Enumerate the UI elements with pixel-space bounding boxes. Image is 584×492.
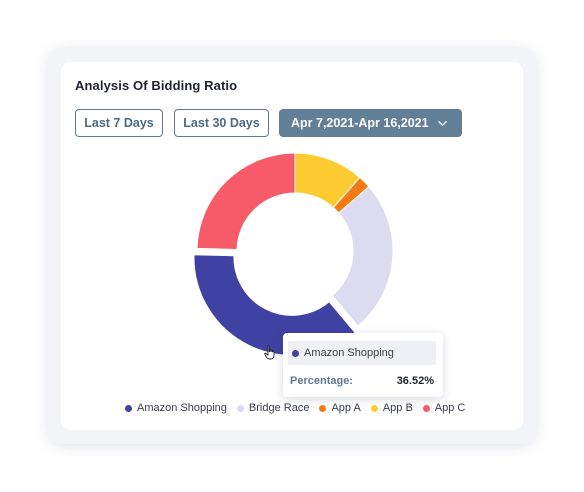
legend-dot [422, 404, 430, 412]
legend-dot [125, 404, 132, 412]
legend-label: App B [382, 402, 413, 414]
date-range-dropdown[interactable]: Apr 7,2021-Apr 16,2021 [279, 109, 462, 137]
legend-label: Amazon Shopping [137, 402, 227, 414]
legend-label: Bridge Race [248, 402, 310, 414]
legend-item-app-c[interactable]: App C [422, 402, 466, 414]
last-30-days-button[interactable]: Last 30 Days [174, 109, 269, 137]
donut-slice-bridge-race[interactable] [331, 185, 394, 327]
last-30-days-label: Last 30 Days [183, 116, 260, 130]
legend-item-bridge-race[interactable]: Bridge Race [236, 402, 310, 414]
legend-item-amazon-shopping[interactable]: Amazon Shopping [125, 402, 227, 414]
legend-dot [236, 404, 244, 412]
legend-label: App A [331, 402, 361, 414]
chart-card: Analysis Of Bidding Ratio Last 7 Days La… [61, 62, 523, 430]
tooltip-series-name: Amazon Shopping [304, 347, 394, 359]
last-7-days-label: Last 7 Days [84, 116, 154, 130]
chart-tooltip: Amazon Shopping Percentage: 36.52% [283, 333, 443, 397]
legend-label: App C [434, 402, 466, 414]
donut-chart [193, 152, 394, 356]
donut-slice-app-c[interactable] [196, 152, 296, 250]
date-range-label: Apr 7,2021-Apr 16,2021 [291, 116, 429, 130]
card-title: Analysis Of Bidding Ratio [75, 78, 238, 93]
tooltip-series-dot [292, 349, 299, 357]
legend-item-app-a[interactable]: App A [319, 402, 361, 414]
tooltip-percentage-value: 36.52% [396, 375, 434, 387]
chart-legend: Amazon Shopping Bridge Race App A App B App … [125, 402, 475, 414]
legend-dot [370, 404, 378, 412]
tooltip-header: Amazon Shopping [288, 341, 436, 365]
last-7-days-button[interactable]: Last 7 Days [75, 109, 163, 137]
legend-dot [319, 404, 327, 412]
hand-pointer-icon [264, 345, 275, 360]
legend-item-app-b[interactable]: App B [370, 402, 413, 414]
chart-card-container: Analysis Of Bidding Ratio Last 7 Days La… [48, 48, 536, 444]
tooltip-percentage-label: Percentage: [290, 375, 353, 387]
chevron-down-icon [438, 121, 447, 126]
